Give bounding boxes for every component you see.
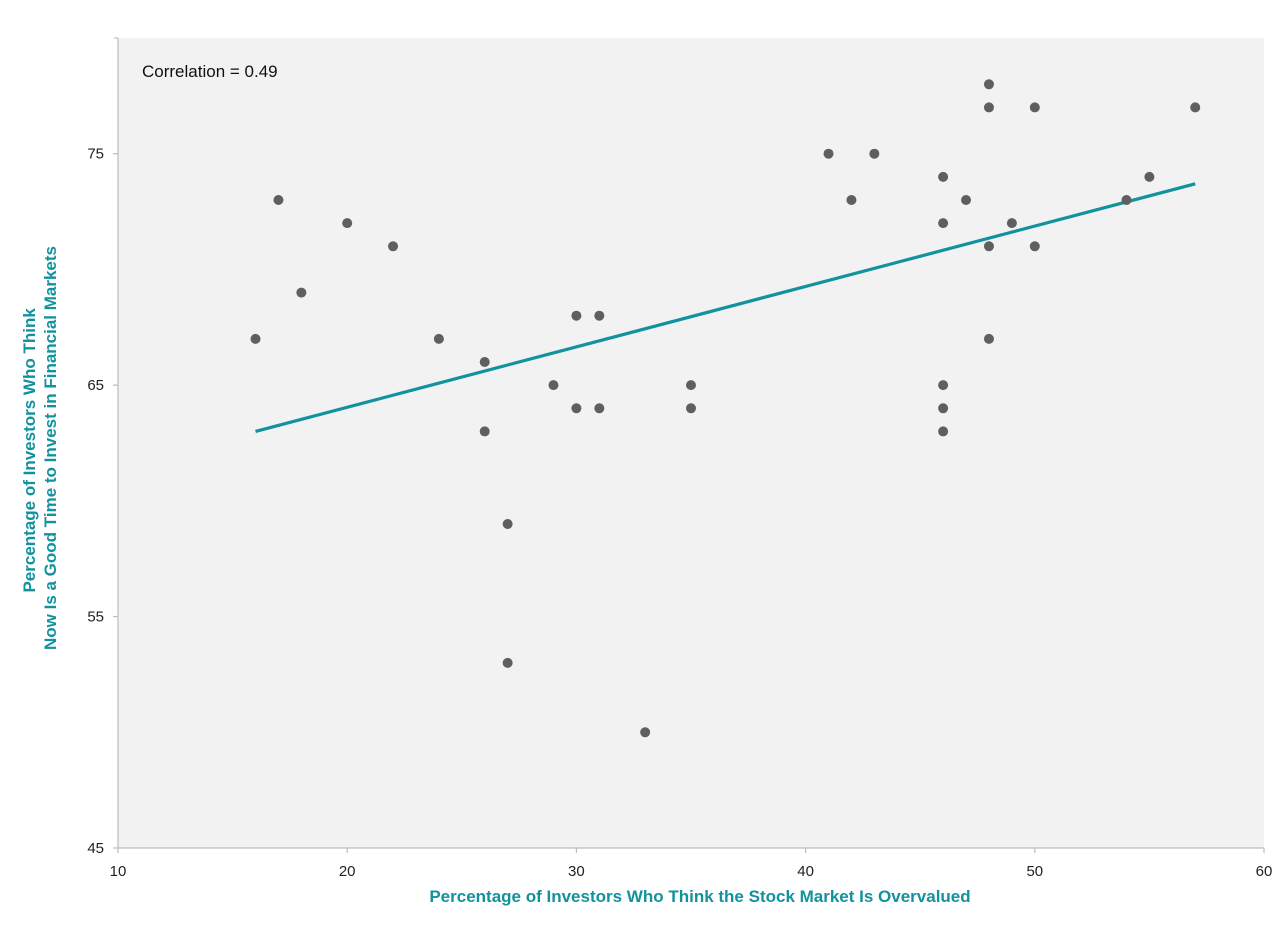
data-point xyxy=(1006,218,1017,229)
data-point xyxy=(686,380,696,391)
data-point xyxy=(342,218,353,229)
data-point xyxy=(548,380,559,391)
data-point xyxy=(273,195,284,205)
x-tick-label: 10 xyxy=(110,863,127,880)
data-point xyxy=(1029,241,1040,252)
correlation-annotation: Correlation = 0.49 xyxy=(142,62,278,81)
y-tick-label: 75 xyxy=(87,146,104,163)
data-point xyxy=(938,403,949,414)
data-point xyxy=(1029,102,1040,113)
x-tick-label: 30 xyxy=(568,863,585,880)
data-point xyxy=(938,426,949,437)
y-axis-title-line-1: Percentage of Investors Who Think xyxy=(20,308,39,593)
data-point xyxy=(594,310,605,321)
data-point xyxy=(250,333,261,344)
data-point xyxy=(983,102,994,113)
data-point xyxy=(502,519,513,529)
data-point xyxy=(686,403,696,414)
x-tick-label: 20 xyxy=(339,863,356,880)
plot-area xyxy=(118,38,1264,848)
x-tick-label: 50 xyxy=(1026,863,1043,880)
y-axis-title: Percentage of Investors Who Think Now Is… xyxy=(20,246,60,650)
data-point xyxy=(388,241,399,252)
trend-line-group xyxy=(255,182,1196,433)
y-tick-label: 55 xyxy=(87,609,104,626)
x-tick-label: 40 xyxy=(797,863,814,880)
data-point xyxy=(594,403,605,414)
y-tick-label: 45 xyxy=(87,840,104,857)
data-point xyxy=(433,333,444,344)
data-points xyxy=(250,79,1201,738)
data-point xyxy=(296,287,307,298)
data-point xyxy=(479,357,490,367)
data-point xyxy=(823,148,834,159)
x-axis-title: Percentage of Investors Who Think the St… xyxy=(429,887,970,906)
trend-line xyxy=(255,182,1196,433)
data-point xyxy=(983,241,994,252)
data-point xyxy=(938,218,949,229)
data-point xyxy=(479,426,490,437)
axes xyxy=(113,37,1265,853)
data-point xyxy=(938,380,949,391)
x-tick-label: 60 xyxy=(1256,863,1273,880)
data-point xyxy=(640,727,651,738)
data-point xyxy=(571,403,582,414)
data-point xyxy=(1190,102,1201,113)
y-axis-title-line-2: Now Is a Good Time to Invest in Financia… xyxy=(41,246,60,650)
data-point xyxy=(983,79,994,90)
data-point xyxy=(502,657,513,668)
data-point xyxy=(869,148,880,159)
data-point xyxy=(983,333,994,344)
y-tick-label: 65 xyxy=(87,377,104,394)
data-point xyxy=(1144,171,1155,182)
data-point xyxy=(961,195,972,205)
data-point xyxy=(571,310,582,321)
data-point xyxy=(938,171,949,182)
tick-labels: 10 20 30 40 50 60 45 55 65 75 xyxy=(87,146,1272,880)
data-point xyxy=(846,195,857,205)
data-point xyxy=(1121,195,1132,205)
